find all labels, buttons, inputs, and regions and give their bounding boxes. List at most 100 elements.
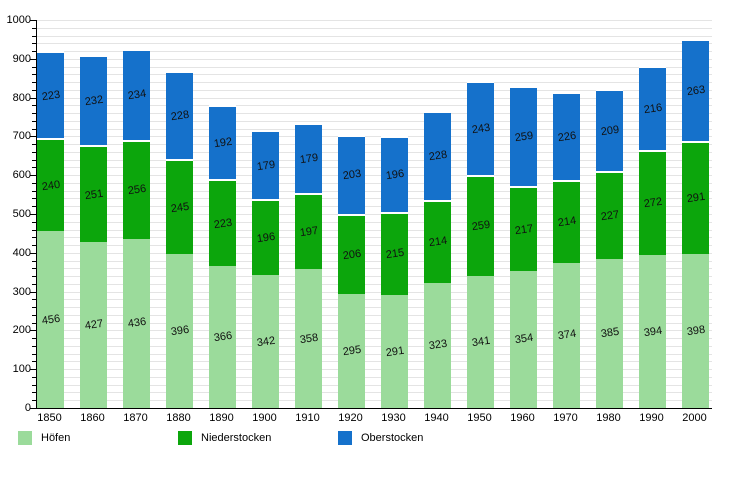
y-tick-label: 100 — [12, 363, 31, 376]
gridline — [37, 260, 712, 262]
y-minor-tick — [32, 27, 36, 29]
bar-value-label: 192 — [212, 135, 233, 151]
gridline — [37, 51, 712, 53]
bar-1890: 366 223 192 — [209, 104, 236, 408]
gridline — [37, 206, 712, 208]
bar-1970: 374 214 226 — [553, 92, 580, 408]
gridline — [37, 105, 712, 107]
y-tick-label: 500 — [12, 208, 31, 220]
bar-segment-höfen: 341 — [467, 275, 494, 408]
gridline — [37, 20, 712, 21]
bar-value-label: 209 — [599, 123, 620, 139]
y-minor-tick — [32, 113, 36, 115]
gridline — [37, 229, 712, 231]
bar-value-label: 206 — [341, 247, 362, 262]
bar-value-label: 354 — [513, 332, 534, 347]
x-tick-label: 1940 — [424, 412, 449, 424]
y-major-tick — [30, 252, 36, 254]
bar-value-label: 396 — [169, 323, 190, 339]
gridline — [37, 252, 712, 254]
y-major-tick — [30, 330, 36, 332]
bar-2000: 398 291 263 — [682, 38, 709, 408]
bar-value-label: 234 — [126, 87, 147, 103]
gridline — [37, 151, 712, 153]
bar-segment-niederstocken: 240 — [37, 137, 64, 232]
y-minor-tick — [32, 82, 36, 84]
bar-segment-niederstocken: 272 — [639, 149, 666, 256]
y-major-tick — [30, 20, 36, 21]
y-minor-tick — [32, 89, 36, 91]
bar-segment-höfen: 358 — [295, 269, 322, 408]
bar-value-label: 291 — [384, 344, 405, 359]
y-major-tick — [30, 58, 36, 60]
y-major-tick — [30, 97, 36, 99]
y-minor-tick — [32, 74, 36, 76]
y-tick-label: 200 — [12, 324, 31, 337]
bar-value-label: 228 — [169, 108, 190, 124]
bar-1910: 358 197 179 — [295, 123, 322, 408]
x-tick-label: 1930 — [381, 412, 406, 424]
bar-1980: 385 227 209 — [596, 89, 623, 408]
gridline — [37, 376, 712, 378]
legend-label: Oberstocken — [361, 432, 424, 444]
gridline — [37, 198, 712, 200]
y-minor-tick — [32, 229, 36, 231]
x-tick-label: 1980 — [596, 412, 621, 424]
bar-segment-niederstocken: 256 — [123, 139, 150, 239]
y-minor-tick — [32, 260, 36, 262]
bar-segment-oberstocken: 196 — [381, 135, 408, 212]
bar-segment-höfen: 323 — [424, 282, 451, 408]
x-tick-label: 1970 — [553, 412, 578, 424]
bar-value-label: 179 — [255, 158, 276, 173]
bar-value-label: 272 — [642, 196, 663, 211]
bar-value-label: 374 — [556, 328, 577, 343]
plot-area: 456 240 223 427 251 232 436 256 234 396 245 228 366 2… — [36, 20, 712, 409]
y-minor-tick — [32, 105, 36, 107]
niederstocken-swatch-icon — [178, 431, 192, 445]
bar-value-label: 342 — [255, 334, 276, 349]
bar-segment-oberstocken: 223 — [37, 51, 64, 138]
bar-segment-höfen: 427 — [80, 242, 107, 408]
bar-value-label: 240 — [40, 178, 61, 193]
y-minor-tick — [32, 353, 36, 355]
gridline — [37, 361, 712, 363]
bar-segment-niederstocken: 214 — [553, 179, 580, 263]
bar-segment-oberstocken: 263 — [682, 38, 709, 141]
gridline — [37, 400, 712, 402]
x-tick-label: 1850 — [37, 412, 62, 424]
bar-segment-oberstocken: 179 — [295, 123, 322, 193]
y-tick-label: 1000 — [6, 14, 31, 26]
bar-value-label: 436 — [126, 316, 147, 331]
y-minor-tick — [32, 307, 36, 309]
bar-1940: 323 214 228 — [424, 111, 451, 408]
bar-segment-niederstocken: 215 — [381, 211, 408, 296]
x-tick-label: 2000 — [682, 412, 707, 424]
bar-value-label: 215 — [384, 247, 405, 262]
y-tick-label: 0 — [24, 402, 31, 414]
gridline — [37, 43, 712, 45]
bar-value-label: 291 — [685, 190, 706, 206]
y-tick-label: 700 — [12, 130, 31, 143]
bar-segment-höfen: 374 — [553, 262, 580, 408]
bar-value-label: 223 — [40, 88, 61, 103]
y-major-tick — [30, 408, 36, 409]
y-minor-tick — [32, 338, 36, 340]
bar-segment-höfen: 291 — [381, 295, 408, 408]
bar-segment-oberstocken: 259 — [510, 85, 537, 187]
y-minor-tick — [32, 299, 36, 301]
y-minor-tick — [32, 66, 36, 68]
bar-segment-oberstocken: 228 — [166, 70, 193, 160]
legend-item-hoefen: Höfen — [18, 430, 70, 446]
y-major-tick — [30, 136, 36, 138]
bar-segment-oberstocken: 209 — [596, 89, 623, 171]
legend-label: Höfen — [41, 432, 71, 444]
bar-value-label: 259 — [470, 219, 491, 234]
x-tick-label: 1910 — [295, 412, 320, 424]
gridline — [37, 392, 712, 394]
y-tick-label: 300 — [12, 285, 31, 298]
bar-segment-oberstocken: 179 — [252, 129, 279, 200]
bar-segment-oberstocken: 226 — [553, 92, 580, 180]
bar-segment-höfen: 354 — [510, 270, 537, 408]
bar-1920: 295 206 203 — [338, 134, 365, 408]
gridline — [37, 159, 712, 161]
